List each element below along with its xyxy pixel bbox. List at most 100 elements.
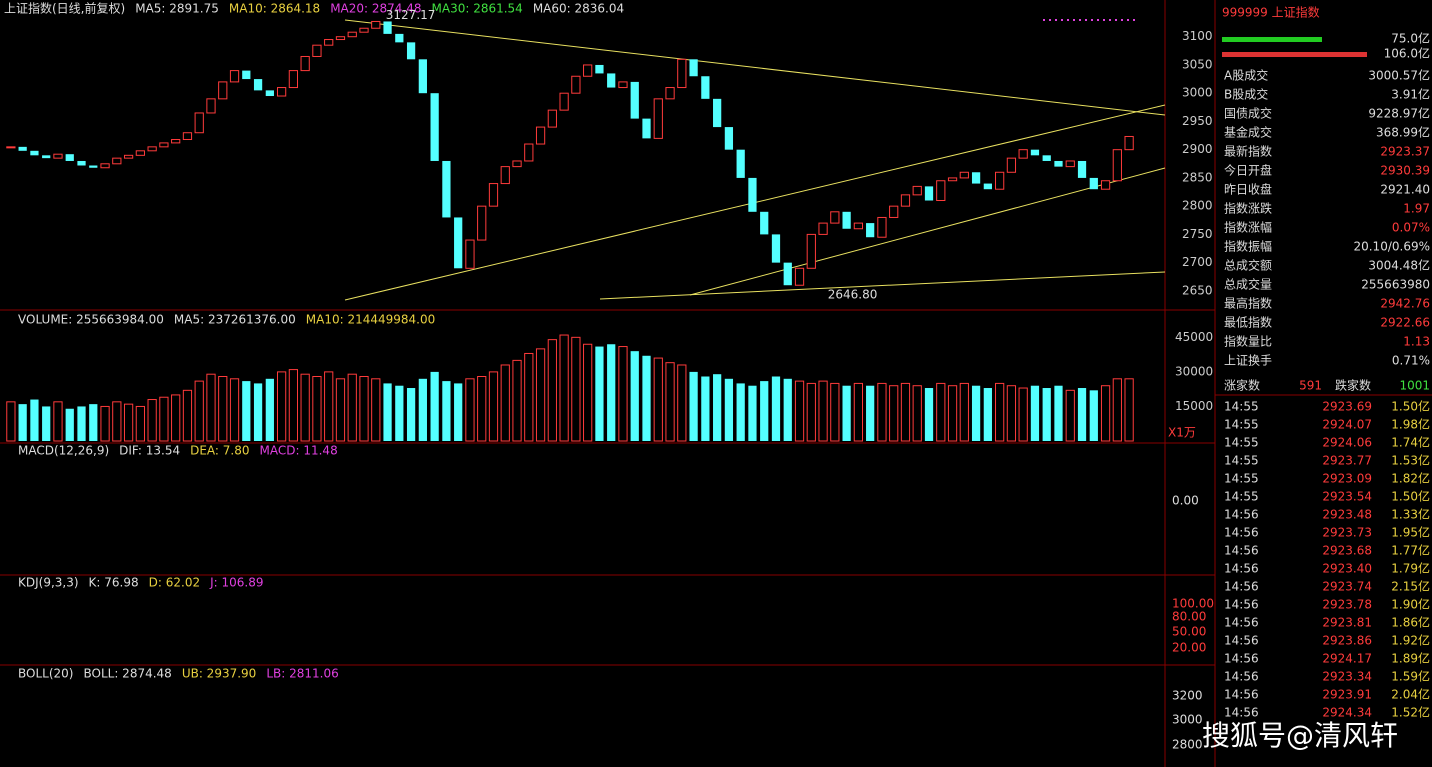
candle [665,87,675,100]
candle [983,183,992,190]
quote-label: B股成交 [1224,87,1268,102]
volume-bar [324,371,334,442]
volume-bar [713,374,722,441]
quote-value: 9228.97亿 [1368,106,1430,121]
quote-value: 2922.66 [1380,316,1430,330]
candle [783,262,792,286]
tick-time: 14:55 [1224,472,1259,486]
quote-value: 2942.76 [1380,297,1430,311]
tick-time: 14:56 [1224,562,1259,576]
tick-volume: 1.50亿 [1391,399,1430,414]
tick-price: 2923.73 [1322,526,1372,540]
quote-title: 999999 上证指数 [1222,5,1320,20]
tick-price: 2923.81 [1322,616,1372,630]
candle [1030,149,1040,156]
indicator-label: MACD(12,26,9) [18,444,109,458]
candle [524,143,534,162]
volume-bar [889,385,899,442]
indicator-label: D: 62.02 [149,576,200,590]
volume-bar [1042,388,1051,441]
volume-bar [242,381,251,441]
y-tick-label: 3100 [1182,29,1213,43]
candle [1042,155,1051,161]
volume-bar [748,385,757,441]
candle [842,211,851,229]
candle [454,217,463,269]
y-tick-label: 2800 [1182,199,1213,213]
candle [1054,160,1063,167]
indicator-label: MA10: 214449984.00 [306,313,436,327]
volume-bar [123,403,134,442]
quote-label: 指数量比 [1224,334,1272,349]
tick-volume: 1.86亿 [1391,615,1430,630]
tick-time: 14:56 [1224,688,1259,702]
tick-price: 2923.78 [1322,598,1372,612]
candle [760,211,769,235]
y-tick-label: 2700 [1182,255,1213,269]
sell-amount: 106.0亿 [1384,46,1430,61]
volume-bar [936,382,946,442]
candle [947,177,958,182]
volume-bar [312,376,322,442]
candle [818,222,828,235]
indicator-label: MACD: 11.48 [260,444,338,458]
quote-label: 最低指数 [1224,315,1272,330]
tick-time: 14:55 [1224,454,1259,468]
candle [806,233,816,269]
candle [123,154,134,159]
candle [312,44,322,57]
indicator-label: MA5: 2891.75 [135,2,219,16]
quote-value: 3.91亿 [1391,87,1430,102]
volume-bar [853,382,864,442]
tick-volume: 1.53亿 [1391,453,1430,468]
volume-bar [947,385,958,442]
candle [877,216,887,238]
quote-label: A股成交 [1224,68,1268,83]
volume-bar [18,404,27,441]
volume-bar [736,383,745,441]
y-tick-label: 2800 [1172,738,1203,752]
candle [630,81,639,119]
candle [736,149,745,178]
volume-bar [100,405,110,442]
volume-bar [89,404,98,441]
candle [30,150,39,156]
y-tick-label: 3050 [1182,57,1213,71]
candle [182,132,193,141]
candle [1089,177,1098,190]
candle [583,64,593,77]
candle [936,180,946,202]
volume-bar [701,376,710,441]
candle [512,160,522,168]
candle [771,234,781,263]
indicator-label: MA60: 2836.04 [533,2,624,16]
candle [65,154,74,161]
indicator-label: J: 106.89 [209,576,263,590]
volume-bar [406,388,416,441]
candle [607,73,616,88]
volume-bar [677,364,687,442]
candle [748,177,757,212]
candle [500,166,510,185]
quote-label: 上证换手 [1224,354,1272,368]
candle [218,81,228,100]
candle [912,185,922,196]
volume-bar [900,382,911,442]
watermark: 搜狐号@清风轩 [1202,719,1398,752]
candle [465,239,475,269]
quote-label: 最高指数 [1224,296,1272,311]
volume-bar [335,378,346,442]
candle [371,20,381,29]
volume-bar [430,371,439,441]
sell-bar [1222,52,1367,57]
candle [242,70,251,80]
candle [395,33,404,43]
tick-volume: 1.89亿 [1391,651,1430,666]
y-tick-label: 20.00 [1172,641,1206,655]
volume-bar [971,385,981,441]
tick-price: 2923.77 [1322,454,1372,468]
volume-bar [454,383,463,441]
volume-bar [418,378,427,441]
candle [1077,160,1087,178]
